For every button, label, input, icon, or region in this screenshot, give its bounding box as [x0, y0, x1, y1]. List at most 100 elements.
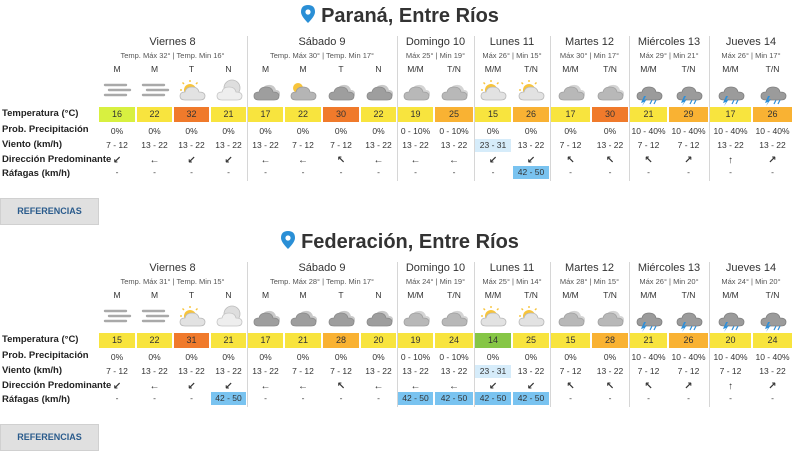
temperature-cell: 16: [99, 107, 135, 122]
row-label-prob: Prob. Precipitación: [2, 350, 89, 361]
storm-icon: [674, 78, 704, 111]
precip-probability-cell: 0%: [259, 126, 272, 136]
precip-probability-cell: 0%: [185, 126, 198, 136]
gust-cell: -: [687, 393, 690, 403]
wind-speed-cell: 13 - 22: [215, 140, 242, 150]
sun-cloud-icon: [516, 78, 546, 109]
precip-probability-cell: 0%: [524, 126, 538, 136]
temperature-cell: 21: [211, 107, 246, 122]
day-separator: [629, 262, 630, 407]
sun-cloud-icon: [516, 304, 546, 335]
time-slot-label: T: [338, 64, 344, 74]
cloud-sun-icon: [288, 78, 318, 109]
cloud-dark-icon: [326, 78, 356, 109]
row-label-temperatura: Temperatura (°C): [2, 334, 79, 345]
row-label-temperatura: Temperatura (°C): [2, 108, 79, 119]
temperature-cell: 20: [710, 333, 751, 348]
time-slot-label: N: [375, 64, 382, 74]
time-slot-label: T: [188, 64, 195, 74]
wind-direction-cell: ↖: [566, 381, 575, 392]
references-button[interactable]: REFERENCIAS: [0, 198, 99, 225]
wind-speed-cell: 13 - 22: [365, 140, 392, 150]
temperature-cell: 22: [361, 107, 396, 122]
time-slot-label: M: [261, 64, 270, 74]
precip-probability-cell: 0%: [296, 352, 310, 362]
gust-cell: -: [647, 393, 650, 403]
gust-cell: -: [729, 167, 732, 177]
location-pin-icon: [301, 4, 316, 23]
location-pin-icon: [281, 230, 296, 249]
day-temp-range: Temp. Máx 28° | Temp. Min 17°: [269, 277, 375, 286]
wind-direction-cell: ←: [149, 155, 160, 166]
storm-icon: [758, 78, 788, 111]
cloud-dark-icon: [288, 304, 318, 335]
precip-probability-cell: 0 - 10%: [400, 126, 431, 136]
cloud-light-icon: [439, 304, 469, 335]
gust-cell: -: [647, 167, 650, 177]
gust-cell: 42 - 50: [435, 392, 473, 405]
time-slot-label: M/M: [407, 64, 424, 74]
wind-direction-cell: ←: [260, 155, 271, 166]
time-slot-label: M/M: [722, 290, 739, 300]
moon-cloud-icon: [214, 304, 244, 335]
time-slot-label: T/N: [765, 290, 780, 300]
wind-speed-cell: 13 - 22: [517, 366, 545, 376]
day-header: Miércoles 13: [637, 262, 701, 274]
time-slot-label: T/N: [765, 64, 780, 74]
wind-direction-cell: ↙: [488, 155, 498, 166]
sun-cloud-icon: [177, 78, 207, 109]
location-section: Federación, Entre Ríos Viernes 8 Temp. Máx…: [0, 226, 800, 451]
gust-cell: -: [190, 167, 193, 177]
gust-cell: -: [190, 393, 193, 403]
wind-direction-cell: ↗: [684, 155, 693, 166]
row-label-rafagas: Ráfagas (km/h): [2, 168, 71, 179]
precip-probability-cell: 0%: [222, 352, 235, 362]
wind-direction-cell: ←: [449, 381, 459, 392]
day-separator: [709, 262, 710, 407]
location-title: Paraná, Entre Ríos: [0, 3, 800, 29]
wind-direction-cell: ↙: [112, 381, 122, 392]
day-header: Lunes 11: [489, 36, 535, 48]
gust-cell: 42 - 50: [475, 392, 511, 405]
row-label-viento: Viento (km/h): [2, 139, 62, 150]
gust-cell: -: [339, 167, 343, 177]
wind-speed-cell: 13 - 22: [717, 140, 744, 150]
day-temp-range: Máx 29° | Min 21°: [639, 51, 699, 60]
gust-cell: -: [115, 393, 119, 403]
precip-probability-cell: 0%: [486, 126, 500, 136]
precip-probability-cell: 10 - 40%: [671, 352, 706, 362]
wind-speed-cell: 13 - 22: [402, 366, 429, 376]
day-header: Sábado 9: [298, 36, 346, 48]
wind-speed-cell: 7 - 12: [677, 366, 700, 376]
temperature-cell: 22: [137, 333, 172, 348]
wind-speed-cell: 7 - 12: [106, 140, 128, 150]
precip-probability-cell: 0%: [372, 126, 385, 136]
day-temp-range: Temp. Máx 30° | Temp. Min 17°: [269, 51, 375, 60]
day-separator: [474, 262, 475, 407]
row-label-rafagas: Ráfagas (km/h): [2, 394, 71, 405]
day-header: Sábado 9: [298, 262, 346, 274]
precip-probability-cell: 0%: [603, 126, 617, 136]
wind-direction-cell: ↖: [605, 155, 615, 166]
wind-speed-cell: 13 - 22: [440, 140, 468, 150]
references-button[interactable]: REFERENCIAS: [0, 424, 99, 451]
day-header: Martes 12: [565, 262, 614, 274]
wind-speed-cell: 7 - 12: [559, 140, 582, 150]
cloud-light-icon: [401, 78, 431, 109]
day-temp-range: Máx 30° | Min 17°: [559, 51, 620, 60]
wind-direction-cell: ↙: [224, 155, 233, 166]
day-header: Viernes 8: [149, 36, 196, 48]
cloud-light-icon: [439, 78, 469, 109]
temperature-cell: 22: [285, 107, 321, 122]
temperature-cell: 24: [753, 333, 792, 348]
precip-probability-cell: 10 - 40%: [713, 352, 748, 362]
time-slot-label: M: [299, 290, 307, 300]
storm-icon: [758, 304, 788, 337]
fog-icon: [102, 304, 132, 333]
gust-cell: -: [452, 167, 456, 177]
temperature-cell: 15: [475, 107, 511, 122]
wind-speed-cell: 7 - 12: [330, 366, 352, 376]
wind-speed-cell: 13 - 22: [252, 366, 279, 376]
temperature-cell: 17: [710, 107, 751, 122]
gust-cell: -: [569, 393, 572, 403]
